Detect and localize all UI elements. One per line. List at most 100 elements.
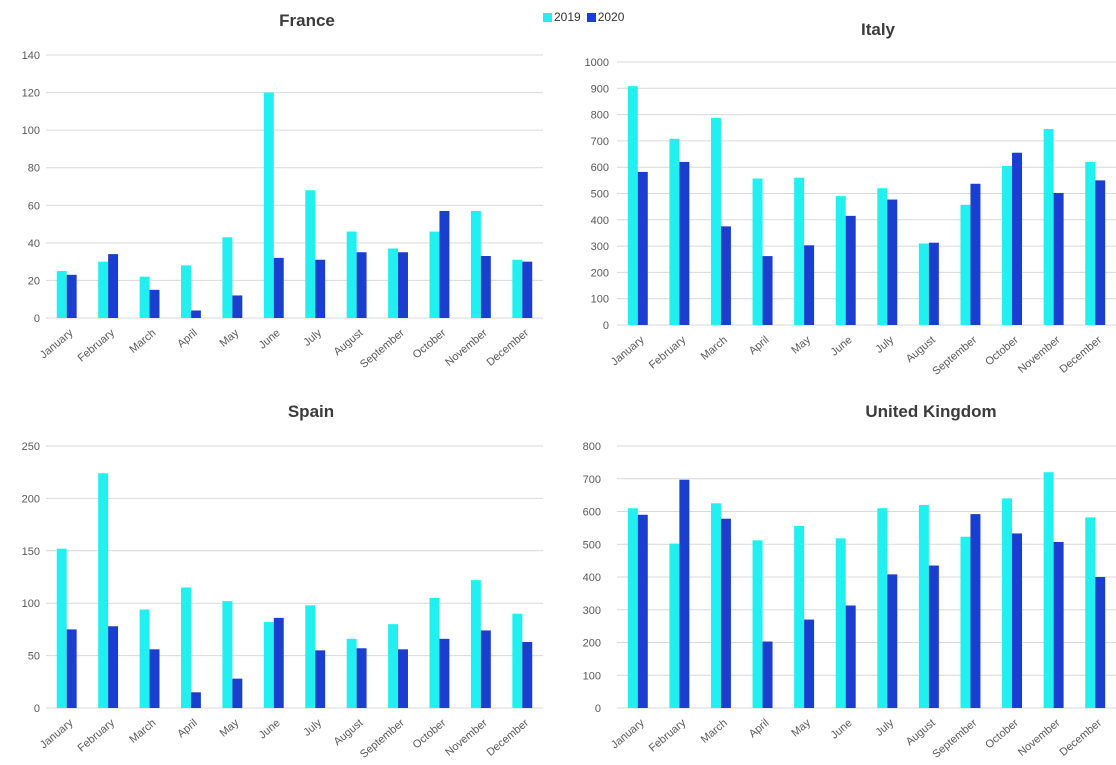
- spain-y-tick-label: 50: [28, 651, 40, 663]
- italy-bar-2019-april: [752, 178, 763, 325]
- france-bar-2019-march: [139, 276, 150, 318]
- france-bar-2019-june: [263, 92, 274, 318]
- italy-y-tick-label: 200: [591, 267, 609, 279]
- uk-bar-2020-june: [845, 605, 856, 708]
- france-bar-2020-february: [108, 254, 119, 318]
- spain-bar-2020-december: [522, 641, 533, 708]
- france-y-tick-label: 20: [28, 275, 40, 287]
- spain-x-tick-label: January: [38, 717, 76, 752]
- spain-x-tick-label: October: [411, 717, 449, 752]
- italy-y-tick-label: 1000: [585, 57, 609, 69]
- italy-y-tick-label: 500: [591, 189, 609, 201]
- france-bar-2019-january: [56, 271, 67, 318]
- italy-x-tick-label: March: [699, 334, 730, 363]
- italy-bar-2020-february: [679, 161, 690, 325]
- italy-bar-2019-may: [794, 177, 805, 325]
- italy-y-tick-label: 600: [591, 162, 609, 174]
- france-bar-2020-may: [232, 295, 243, 318]
- spain-bar-2019-february: [98, 473, 109, 708]
- spain-bar-2020-october: [439, 638, 450, 708]
- france-y-tick-label: 120: [22, 88, 40, 100]
- legend-swatch-2020: [586, 12, 596, 22]
- spain-bar-2020-april: [190, 692, 201, 708]
- uk-bar-2020-september: [970, 514, 981, 708]
- spain-bar-2020-august: [356, 648, 367, 708]
- uk-x-tick-label: April: [747, 717, 772, 740]
- spain-bar-2019-april: [181, 587, 191, 708]
- uk-bar-2020-february: [679, 479, 690, 708]
- italy-y-tick-label: 0: [603, 320, 609, 332]
- france-bar-2019-november: [470, 210, 481, 318]
- uk-bar-2019-august: [918, 504, 929, 708]
- italy-x-tick-label: June: [829, 334, 855, 359]
- france-x-tick-label: February: [76, 327, 118, 365]
- spain-x-tick-label: April: [175, 717, 200, 740]
- france-chart-title: France: [279, 11, 335, 30]
- uk-y-tick-label: 100: [583, 670, 601, 682]
- italy-chart-title: Italy: [861, 20, 896, 39]
- spain-bar-2020-july: [315, 650, 326, 708]
- legend-swatch-2019: [543, 12, 552, 22]
- france-bar-2019-april: [181, 265, 191, 318]
- spain-bar-2019-october: [429, 597, 440, 708]
- france-bar-2020-march: [149, 289, 160, 318]
- italy-bar-2019-august: [918, 243, 929, 325]
- uk-bar-2019-april: [752, 540, 763, 708]
- uk-bar-2019-july: [877, 508, 888, 708]
- spain-x-tick-label: June: [257, 717, 283, 742]
- france-bar-2019-july: [305, 190, 316, 318]
- uk-x-tick-label: June: [829, 717, 855, 742]
- uk-bar-2019-march: [710, 503, 721, 708]
- france-bar-2020-november: [480, 256, 491, 318]
- spain-bar-2019-march: [139, 609, 150, 708]
- italy-bar-2019-december: [1085, 161, 1096, 325]
- uk-x-tick-label: March: [699, 717, 730, 746]
- uk-x-tick-label: November: [1016, 717, 1063, 759]
- spain-x-tick-label: November: [443, 717, 490, 759]
- spain-bar-2019-january: [56, 548, 67, 708]
- uk-x-tick-label: December: [1057, 717, 1104, 759]
- italy-y-tick-label: 900: [591, 83, 609, 95]
- france-y-tick-label: 140: [22, 50, 40, 62]
- france-bar-2019-august: [346, 231, 357, 318]
- france-bar-2019-february: [98, 261, 109, 318]
- spain-x-tick-label: December: [485, 717, 532, 759]
- uk-bar-2019-june: [835, 538, 846, 708]
- uk-bar-2020-july: [887, 574, 898, 708]
- uk-y-tick-label: 500: [583, 539, 601, 551]
- france-bar-2020-december: [522, 261, 533, 318]
- italy-bar-2020-april: [762, 256, 773, 325]
- italy-bar-2020-june: [845, 215, 856, 325]
- spain-bar-2019-august: [346, 638, 357, 708]
- chart-legend: 2019 2020: [543, 10, 626, 24]
- spain-bar-2020-february: [108, 626, 119, 708]
- spain-bar-2019-july: [305, 605, 316, 708]
- spain-y-tick-label: 250: [22, 441, 40, 453]
- spain-bar-2020-november: [480, 630, 491, 708]
- uk-bar-2019-december: [1085, 517, 1096, 708]
- spain-x-tick-label: May: [218, 717, 242, 740]
- france-bar-2020-april: [190, 310, 201, 318]
- spain-x-tick-label: July: [301, 717, 324, 739]
- france-bar-2020-september: [398, 252, 408, 318]
- uk-y-tick-label: 700: [583, 474, 601, 486]
- italy-x-tick-label: February: [647, 334, 689, 372]
- spain-x-tick-label: March: [127, 717, 158, 746]
- spain-y-tick-label: 150: [22, 546, 40, 558]
- italy-x-tick-label: April: [747, 334, 772, 357]
- italy-bar-2019-october: [1002, 165, 1013, 325]
- france-x-tick-label: March: [127, 327, 158, 356]
- italy-y-tick-label: 300: [591, 241, 609, 253]
- spain-bar-2020-june: [273, 617, 284, 708]
- italy-bar-2020-august: [928, 242, 939, 325]
- spain-y-tick-label: 0: [34, 703, 40, 715]
- spain-bar-2020-january: [66, 629, 77, 708]
- uk-chart-title: United Kingdom: [865, 402, 996, 421]
- italy-bar-2020-september: [970, 183, 981, 325]
- uk-bar-2020-october: [1012, 533, 1023, 708]
- france-bar-2019-september: [388, 248, 399, 318]
- uk-y-tick-label: 800: [583, 441, 601, 453]
- uk-bar-2020-march: [720, 518, 731, 708]
- italy-x-tick-label: January: [609, 334, 647, 369]
